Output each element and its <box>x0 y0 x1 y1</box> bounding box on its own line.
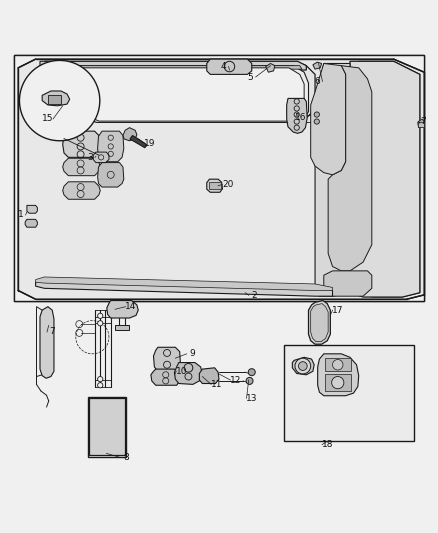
Polygon shape <box>93 152 109 163</box>
Text: 11: 11 <box>211 380 222 389</box>
Polygon shape <box>35 277 332 290</box>
Polygon shape <box>25 220 37 227</box>
Polygon shape <box>18 59 424 299</box>
Text: 8: 8 <box>124 453 129 462</box>
Polygon shape <box>311 304 328 342</box>
Polygon shape <box>174 362 202 384</box>
Polygon shape <box>418 119 424 128</box>
Circle shape <box>19 60 100 141</box>
Text: 19: 19 <box>144 139 156 148</box>
Polygon shape <box>107 301 138 318</box>
Text: 5: 5 <box>247 72 253 82</box>
Circle shape <box>98 313 103 318</box>
Bar <box>115 325 129 330</box>
Polygon shape <box>27 205 37 213</box>
Polygon shape <box>130 135 147 148</box>
Text: 14: 14 <box>125 302 137 311</box>
Polygon shape <box>35 280 332 296</box>
Text: 16: 16 <box>295 112 307 122</box>
Text: 12: 12 <box>230 376 241 384</box>
Circle shape <box>248 369 255 376</box>
Polygon shape <box>14 55 424 302</box>
Polygon shape <box>51 66 302 69</box>
Text: 13: 13 <box>246 394 258 403</box>
Polygon shape <box>123 128 137 141</box>
Bar <box>89 398 125 455</box>
Bar <box>325 358 351 372</box>
Text: 7: 7 <box>420 117 426 126</box>
Circle shape <box>98 383 103 388</box>
Bar <box>48 95 61 103</box>
Text: 2: 2 <box>251 291 257 300</box>
Polygon shape <box>207 59 252 75</box>
Polygon shape <box>40 61 51 72</box>
Text: 20: 20 <box>222 180 233 189</box>
Text: 15: 15 <box>42 115 53 124</box>
Circle shape <box>295 358 311 374</box>
Polygon shape <box>153 348 180 372</box>
Polygon shape <box>44 61 306 70</box>
Polygon shape <box>315 63 350 296</box>
Bar <box>88 397 126 457</box>
Polygon shape <box>75 68 304 121</box>
Polygon shape <box>292 357 314 375</box>
Polygon shape <box>266 63 275 72</box>
Polygon shape <box>98 131 124 161</box>
Polygon shape <box>311 63 346 175</box>
Bar <box>284 345 414 441</box>
Polygon shape <box>359 61 420 297</box>
Polygon shape <box>350 61 420 297</box>
Text: 7: 7 <box>49 327 55 336</box>
Text: 17: 17 <box>332 305 343 314</box>
Polygon shape <box>151 369 180 385</box>
Text: 1: 1 <box>18 211 23 220</box>
Polygon shape <box>98 163 124 187</box>
Polygon shape <box>63 131 100 157</box>
Circle shape <box>332 376 344 389</box>
Text: 9: 9 <box>189 349 195 358</box>
Text: 4: 4 <box>221 62 226 71</box>
Text: 3: 3 <box>87 153 93 162</box>
Circle shape <box>246 377 253 384</box>
Bar <box>418 122 424 127</box>
Circle shape <box>298 362 307 370</box>
Circle shape <box>98 376 103 382</box>
Polygon shape <box>207 179 223 192</box>
Polygon shape <box>318 354 359 395</box>
Polygon shape <box>53 62 315 122</box>
Circle shape <box>98 321 103 326</box>
Polygon shape <box>199 368 219 384</box>
Polygon shape <box>51 66 77 122</box>
Polygon shape <box>328 66 372 271</box>
Polygon shape <box>63 182 100 199</box>
Polygon shape <box>308 301 330 344</box>
Polygon shape <box>40 306 54 378</box>
Polygon shape <box>287 99 307 133</box>
Text: 10: 10 <box>176 367 187 376</box>
Text: 6: 6 <box>314 77 320 86</box>
Bar <box>325 374 351 391</box>
Polygon shape <box>68 66 308 123</box>
Polygon shape <box>313 62 321 69</box>
Polygon shape <box>63 158 100 176</box>
Bar <box>209 182 221 189</box>
Polygon shape <box>42 91 70 106</box>
Bar <box>14 55 424 302</box>
Polygon shape <box>324 271 372 296</box>
Circle shape <box>314 112 319 117</box>
Circle shape <box>332 359 343 370</box>
Circle shape <box>314 119 319 124</box>
Text: 18: 18 <box>321 440 333 449</box>
